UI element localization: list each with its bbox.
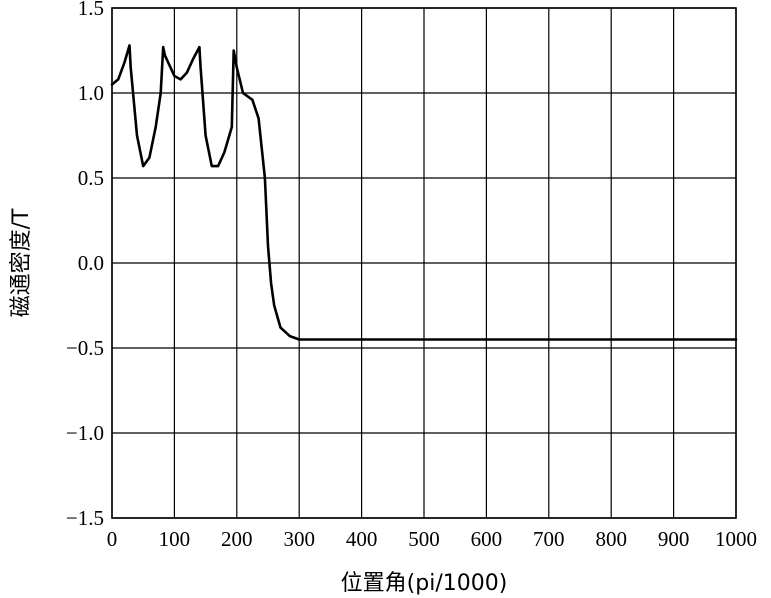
y-tick-label: −1.0 xyxy=(66,421,104,445)
y-tick-label: −1.5 xyxy=(66,506,104,530)
x-tick-labels: 0 100 200 300 400 500 600 700 800 900 1000 xyxy=(107,527,757,551)
flux-density-line xyxy=(110,44,738,341)
y-tick-label: 0.5 xyxy=(78,166,104,190)
x-tick-label: 800 xyxy=(595,527,627,551)
x-tick-label: 400 xyxy=(346,527,378,551)
x-tick-label: 500 xyxy=(408,527,440,551)
plot-area xyxy=(110,44,738,341)
x-tick-label: 700 xyxy=(533,527,565,551)
y-tick-label: 1.0 xyxy=(78,81,104,105)
x-tick-label: 900 xyxy=(658,527,690,551)
x-tick-label: 200 xyxy=(221,527,253,551)
x-tick-label: 1000 xyxy=(715,527,757,551)
grid xyxy=(111,7,737,519)
y-axis-label: 磁通密度/T xyxy=(9,208,34,317)
y-tick-label: −0.5 xyxy=(66,336,104,360)
x-tick-label: 0 xyxy=(107,527,118,551)
x-tick-label: 100 xyxy=(159,527,191,551)
plot-frame xyxy=(111,7,737,519)
x-tick-label: 300 xyxy=(283,527,315,551)
x-tick-label: 600 xyxy=(471,527,503,551)
y-tick-label: 0.0 xyxy=(78,251,104,275)
y-tick-labels: 1.5 1.0 0.5 0.0 −0.5 −1.0 −1.5 xyxy=(66,0,104,530)
x-axis-label: 位置角(pi/1000) xyxy=(341,571,508,596)
y-tick-label: 1.5 xyxy=(78,0,104,20)
